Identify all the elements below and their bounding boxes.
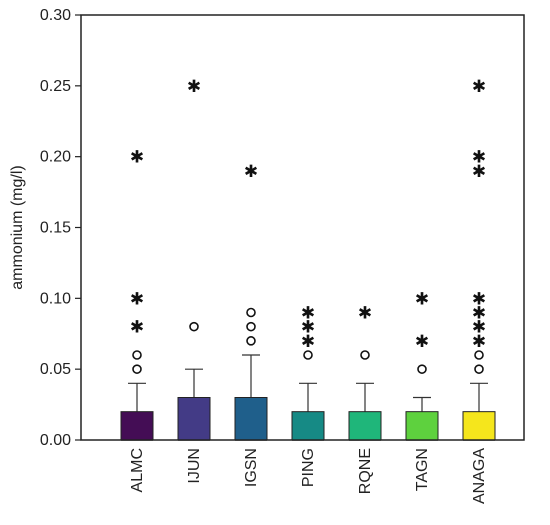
outlier-point xyxy=(474,364,484,374)
extreme-point: ✱ xyxy=(415,289,429,309)
outlier-point xyxy=(132,364,142,374)
x-tick-label: RQNE xyxy=(357,448,374,494)
outlier-point xyxy=(246,307,256,318)
box xyxy=(405,411,439,441)
extreme-point: ✱ xyxy=(301,304,315,324)
box-igsn: ✱ xyxy=(234,162,268,441)
box-ping: ✱✱✱ xyxy=(291,304,325,441)
extreme-point: ✱ xyxy=(301,332,315,352)
x-tick-label: TAGN xyxy=(414,448,431,491)
box xyxy=(120,411,154,441)
extreme-point: ✱ xyxy=(244,162,258,182)
x-tick-label: IJUN xyxy=(186,448,203,484)
outlier-point xyxy=(360,350,370,360)
extreme-point: ✱ xyxy=(472,318,486,338)
y-axis-title: ammonium (mg/l) xyxy=(9,165,26,289)
box-tagn: ✱✱ xyxy=(405,289,439,441)
plot-area xyxy=(80,14,525,441)
extreme-point: ✱ xyxy=(358,304,372,324)
x-tick-label: ANAGA xyxy=(471,448,488,504)
box-rqne: ✱ xyxy=(348,304,382,441)
extreme-point: ✱ xyxy=(301,318,315,338)
x-tick-label: IGSN xyxy=(243,448,260,487)
extreme-point: ✱ xyxy=(415,332,429,352)
outlier-point xyxy=(189,321,199,332)
box xyxy=(177,397,211,441)
extreme-point: ✱ xyxy=(472,148,486,168)
extreme-point: ✱ xyxy=(472,304,486,324)
extreme-point: ✱ xyxy=(130,318,144,338)
y-tick-label: 0.15 xyxy=(40,220,71,237)
outlier-point xyxy=(303,350,313,360)
extreme-point: ✱ xyxy=(130,148,144,168)
extreme-point: ✱ xyxy=(472,289,486,309)
x-tick-label: ALMC xyxy=(129,448,146,492)
outlier-point xyxy=(417,364,427,374)
y-tick-label: 0.05 xyxy=(40,361,71,378)
extreme-point: ✱ xyxy=(472,162,486,182)
y-axis: 0.00 0.05 0.10 0.15 0.20 0.25 0.30 xyxy=(40,7,81,449)
extreme-point: ✱ xyxy=(472,77,486,97)
x-tick-label: PING xyxy=(300,448,317,487)
extreme-point: ✱ xyxy=(472,332,486,352)
y-tick-label: 0.00 xyxy=(40,432,71,449)
box xyxy=(234,397,268,441)
outlier-point xyxy=(132,350,142,360)
box xyxy=(462,411,496,441)
box xyxy=(291,411,325,441)
y-tick-label: 0.25 xyxy=(40,78,71,95)
box-anaga: ✱✱✱✱✱✱✱ xyxy=(462,77,496,441)
box-almc: ✱ ✱ ✱ xyxy=(120,148,154,441)
y-tick-label: 0.20 xyxy=(40,149,71,166)
outlier-point xyxy=(246,336,256,346)
box-series: ✱✱✱✱✱✱✱✱ ✱✱✱✱✱✱✱✱✱✱ xyxy=(120,77,496,441)
y-tick-label: 0.10 xyxy=(40,290,71,307)
box xyxy=(348,411,382,441)
y-tick-label: 0.30 xyxy=(40,7,71,24)
extreme-point: ✱ xyxy=(187,77,201,97)
box-ijun: ✱ xyxy=(177,77,211,441)
outlier-point xyxy=(474,350,484,360)
extreme-point: ✱ xyxy=(130,289,144,309)
x-axis: ALMC IJUN IGSN PING RQNE TAGN ANAGA xyxy=(129,448,488,504)
outlier-point xyxy=(246,321,256,332)
